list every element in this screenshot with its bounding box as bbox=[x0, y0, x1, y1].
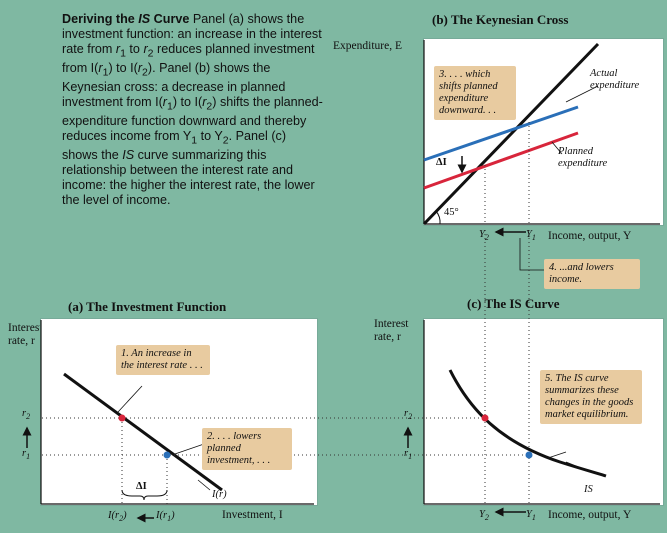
angle-label: 45° bbox=[444, 207, 459, 218]
y1-label-b: Y1 bbox=[526, 229, 536, 243]
delta-i-label-b: ΔI bbox=[436, 157, 447, 168]
panel-c-x-axis-label: Income, output, Y bbox=[548, 509, 632, 521]
r2-label-a: r2 bbox=[22, 408, 31, 422]
delta-i-brace bbox=[121, 489, 168, 501]
note-5: 5. The IS curve summarizes these changes… bbox=[540, 370, 642, 424]
note4-pointer bbox=[519, 238, 544, 271]
panel-a-x-axis-label: Investment, I bbox=[222, 509, 283, 521]
investment-function-curve bbox=[63, 372, 223, 492]
panel-c-title: (c) The IS Curve bbox=[467, 296, 560, 311]
panel-a-title: (a) The Investment Function bbox=[68, 299, 227, 314]
angle-arc bbox=[435, 210, 441, 225]
panel-b-x-axis-label: Income, output, Y bbox=[548, 230, 632, 242]
note-2: 2. . . . lowers planned investment, . . … bbox=[202, 428, 292, 470]
planned-label-pointer bbox=[551, 141, 563, 155]
note-3: 3. . . . which shifts planned expenditur… bbox=[434, 66, 516, 120]
y2-label-b: Y2 bbox=[479, 229, 489, 243]
note2-pointer bbox=[171, 443, 205, 456]
ir1-label: I(r1) bbox=[156, 510, 175, 524]
r1-label-c: r1 bbox=[404, 448, 413, 462]
point-r2-investment bbox=[118, 414, 126, 422]
actual-expenditure-label: Actual expenditure bbox=[590, 68, 640, 91]
panel-a-y-axis-label: Interest rate, r bbox=[8, 322, 43, 347]
note-1: 1. An increase in the interest rate . . … bbox=[116, 345, 210, 375]
investment-curve-label: I(r) bbox=[212, 489, 227, 500]
r2-label-c: r2 bbox=[404, 408, 413, 422]
is-label-pointer bbox=[565, 461, 587, 471]
note1-pointer bbox=[117, 385, 143, 413]
is-curve-label: IS bbox=[584, 484, 593, 495]
y1-label-c: Y1 bbox=[526, 509, 536, 523]
actual-label-pointer bbox=[565, 85, 599, 103]
caption-lead: Deriving the IS Curve bbox=[62, 12, 190, 26]
panel-b-y-axis-label: Expenditure, E bbox=[333, 40, 402, 52]
point-r1-investment bbox=[163, 451, 171, 459]
y2-label-c: Y2 bbox=[479, 509, 489, 523]
actual-expenditure-line bbox=[422, 42, 600, 226]
point-r2-income bbox=[481, 414, 489, 422]
is-curve bbox=[448, 369, 607, 478]
ir-label-pointer bbox=[197, 479, 211, 491]
planned-expenditure-shifted bbox=[423, 131, 579, 190]
note-4: 4. ...and lowers income. bbox=[544, 259, 640, 289]
planned-expenditure-label: Planned expenditure bbox=[558, 146, 608, 169]
point-r1-income bbox=[525, 451, 533, 459]
planned-expenditure-initial bbox=[423, 105, 579, 162]
panel-b-title: (b) The Keynesian Cross bbox=[432, 12, 569, 27]
ir2-label: I(r2) bbox=[108, 510, 127, 524]
delta-i-label-a: ΔI bbox=[136, 481, 147, 492]
panel-c-y-axis-label: Interest rate, r bbox=[374, 318, 409, 343]
figure-caption: Deriving the IS Curve Panel (a) shows th… bbox=[62, 12, 323, 207]
note5-pointer bbox=[547, 451, 567, 459]
r1-label-a: r1 bbox=[22, 448, 31, 462]
